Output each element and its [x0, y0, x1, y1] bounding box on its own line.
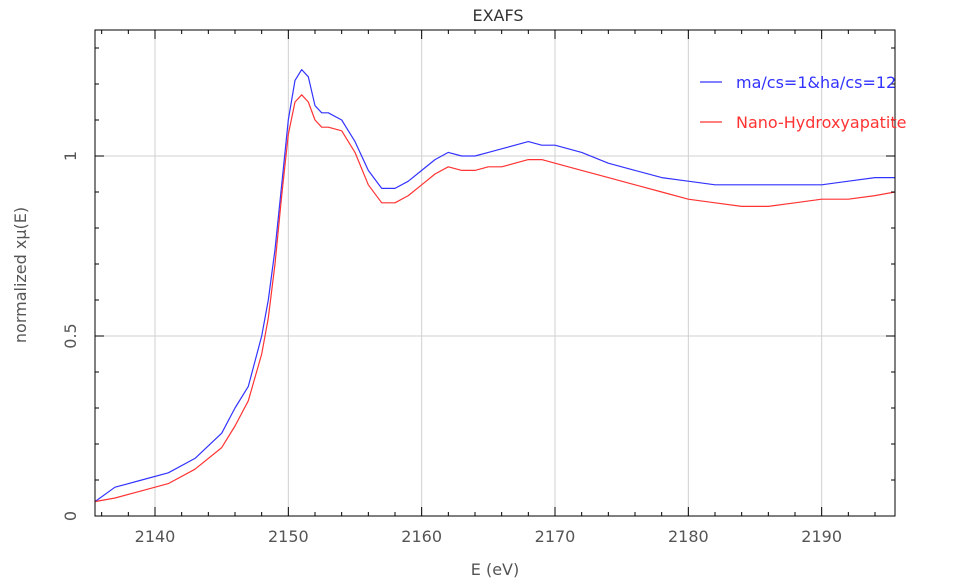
legend-label: Nano-Hydroxyapatite [736, 113, 907, 132]
legend: ma/cs=1&ha/cs=12 Nano-Hydroxyapatite [700, 73, 907, 132]
series-line-1 [94, 68, 895, 503]
x-tick-label: 2170 [535, 527, 576, 546]
x-tick-label: 2150 [268, 527, 309, 546]
plot-frame [94, 29, 896, 517]
y-tick-label: 0.5 [61, 323, 80, 348]
x-tick-label: 2160 [401, 527, 442, 546]
x-tick-label: 2180 [668, 527, 709, 546]
y-tick-label: 0 [61, 511, 80, 521]
ticks: 2140 2150 2160 2170 2180 2190 0 0.5 1 [61, 30, 895, 546]
x-axis-label: E (eV) [471, 560, 519, 579]
x-tick-label: 2140 [135, 527, 176, 546]
chart-title: EXAFS [472, 6, 523, 25]
y-tick-label: 1 [61, 151, 80, 161]
series-line-2 [94, 94, 896, 503]
plot-area [95, 30, 895, 516]
x-tick-label: 2190 [801, 527, 842, 546]
series-layer [94, 68, 896, 503]
legend-label: ma/cs=1&ha/cs=12 [736, 73, 896, 92]
y-axis-label: normalized xμ(E) [11, 207, 30, 343]
